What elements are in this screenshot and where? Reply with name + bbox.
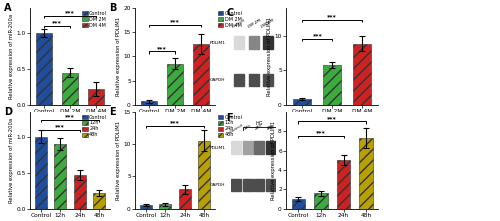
Text: 48h: 48h — [266, 123, 275, 131]
Bar — [243, 141, 253, 154]
Bar — [353, 44, 371, 105]
Bar — [263, 74, 273, 86]
Legend: Control, 12h, 24h, 48h: Control, 12h, 24h, 48h — [218, 114, 243, 138]
Bar — [232, 179, 241, 191]
Bar — [324, 65, 341, 105]
Text: ***: *** — [170, 19, 180, 24]
Legend: Control, 12h, 24h, 48h: Control, 12h, 24h, 48h — [82, 114, 108, 138]
Bar — [198, 141, 210, 209]
Text: DM 2M: DM 2M — [248, 18, 262, 29]
Bar — [36, 33, 52, 105]
Text: GAPDH: GAPDH — [210, 78, 226, 82]
Bar — [234, 74, 244, 86]
Text: ***: *** — [328, 14, 337, 19]
Text: ***: *** — [170, 120, 180, 125]
Bar — [140, 205, 151, 209]
Text: ***: *** — [56, 124, 65, 129]
Bar — [179, 189, 190, 209]
Bar — [254, 141, 264, 154]
Bar — [160, 204, 171, 209]
Text: ***: *** — [65, 114, 75, 119]
Legend: Control, DM 2M, DM 4M: Control, DM 2M, DM 4M — [218, 10, 243, 28]
Text: ***: *** — [52, 20, 62, 25]
Y-axis label: Relative expression of PDLIM1: Relative expression of PDLIM1 — [268, 17, 272, 96]
Text: PDLIM1: PDLIM1 — [210, 41, 226, 45]
Bar — [234, 36, 244, 49]
Y-axis label: Relative expression of miR-200a: Relative expression of miR-200a — [10, 14, 14, 99]
Text: 12h: 12h — [244, 123, 252, 131]
Bar — [193, 44, 208, 105]
Bar — [250, 36, 260, 49]
Text: ***: *** — [157, 46, 167, 51]
Bar — [314, 193, 328, 209]
Bar — [263, 36, 273, 49]
Text: DM 4M: DM 4M — [261, 18, 275, 29]
Bar — [54, 144, 66, 209]
Bar — [88, 89, 104, 105]
Text: ***: *** — [328, 116, 337, 121]
Text: E: E — [110, 107, 116, 117]
Bar — [62, 72, 78, 105]
Bar — [94, 193, 105, 209]
Bar — [360, 138, 373, 209]
Bar — [250, 74, 260, 86]
Bar — [254, 179, 264, 191]
Text: D: D — [4, 107, 12, 117]
Text: PDLIM1: PDLIM1 — [210, 146, 226, 150]
Bar — [168, 64, 182, 105]
Y-axis label: Relative expression of PDLIM1: Relative expression of PDLIM1 — [116, 121, 121, 200]
Bar — [232, 141, 241, 154]
Text: ***: *** — [316, 130, 326, 135]
Text: HG: HG — [256, 121, 263, 126]
Text: Control: Control — [232, 18, 246, 29]
Bar — [337, 160, 350, 209]
Y-axis label: Relative expression of PDLIM1: Relative expression of PDLIM1 — [271, 121, 276, 200]
Bar — [243, 179, 253, 191]
Text: ***: *** — [312, 34, 322, 38]
Y-axis label: Relative expression of PDLIM1: Relative expression of PDLIM1 — [116, 17, 121, 96]
Legend: Control, DM 2M, DM 4M: Control, DM 2M, DM 4M — [82, 10, 108, 28]
Bar — [142, 101, 157, 105]
Text: F: F — [226, 113, 233, 123]
Text: A: A — [4, 3, 12, 13]
Bar — [35, 137, 46, 209]
Text: B: B — [110, 3, 117, 13]
Text: Control: Control — [229, 123, 244, 134]
Bar — [266, 141, 276, 154]
Bar — [292, 199, 305, 209]
Bar — [294, 99, 312, 105]
Text: C: C — [226, 8, 234, 18]
Bar — [74, 175, 86, 209]
Text: ***: *** — [65, 10, 75, 15]
Bar — [266, 179, 276, 191]
Text: 24h: 24h — [255, 123, 264, 131]
Y-axis label: Relative expression of miR-200a: Relative expression of miR-200a — [10, 118, 14, 203]
Text: GAPDH: GAPDH — [210, 183, 226, 187]
